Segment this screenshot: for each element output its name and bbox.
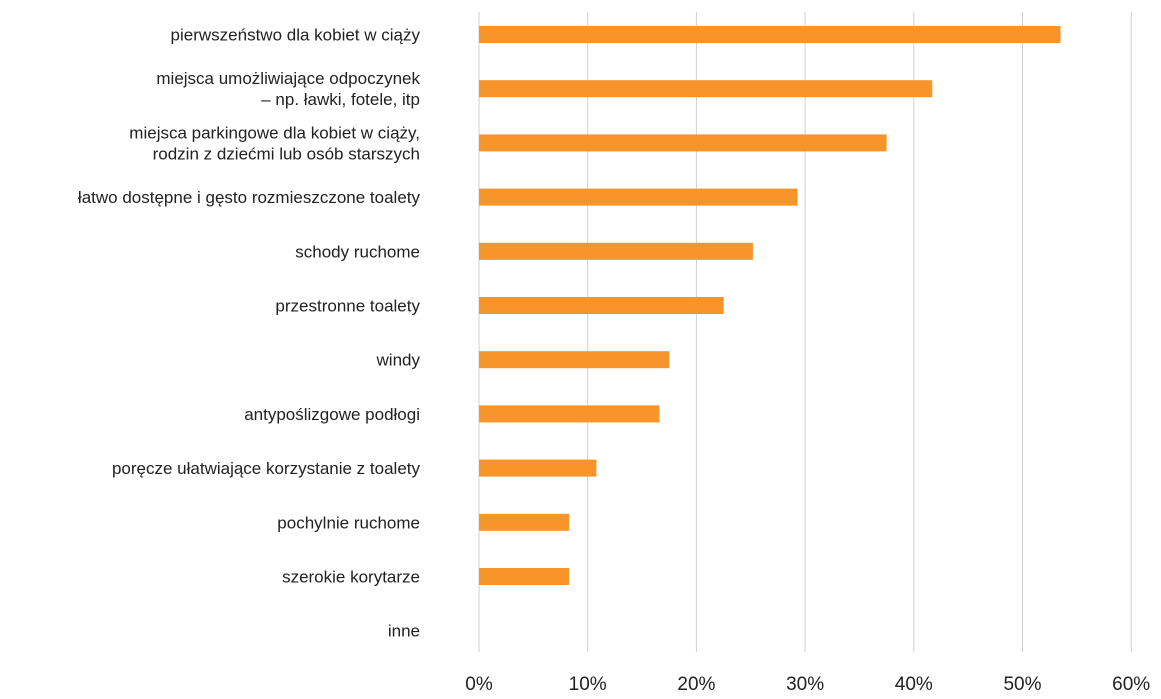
category-label: łatwo dostępne i gęsto rozmieszczone toa…	[78, 188, 421, 207]
category-label: pierwszeństwo dla kobiet w ciąży	[171, 26, 421, 45]
category-label: miejsca parkingowe dla kobiet w ciąży,	[129, 123, 420, 142]
category-label: miejsca umożliwiające odpoczynek	[156, 69, 420, 88]
gridlines	[478, 12, 1132, 652]
category-label: schody ruchome	[295, 242, 420, 261]
bar	[479, 297, 724, 314]
bar	[479, 459, 597, 477]
x-tick-label: 30%	[786, 674, 824, 695]
bar	[479, 242, 753, 260]
bar	[479, 513, 570, 531]
category-labels: pierwszeństwo dla kobiet w ciąży miejsca …	[78, 26, 421, 641]
category-label: przestronne toalety	[275, 297, 420, 316]
bar	[479, 351, 670, 369]
x-tick-label: 10%	[569, 674, 607, 695]
x-tick-label: 50%	[1003, 674, 1041, 695]
bars	[479, 26, 1061, 585]
category-label: windy	[376, 351, 421, 370]
category-label: rodzin z dziećmi lub osób starszych	[153, 144, 420, 163]
bar	[479, 26, 1061, 43]
category-label: antypoślizgowe podłogi	[244, 405, 420, 424]
category-label: inne	[388, 622, 420, 641]
category-label: szerokie korytarze	[282, 568, 420, 587]
x-axis-tick-labels: 0% 10% 20% 30% 40% 50% 60%	[465, 674, 1150, 695]
x-tick-label: 0%	[465, 674, 493, 695]
category-label: – np. ławki, fotele, itp	[261, 90, 420, 109]
bar	[479, 188, 798, 206]
category-label: pochylnie ruchome	[277, 513, 420, 532]
bar	[479, 80, 933, 98]
bar	[479, 405, 660, 423]
bar	[479, 134, 887, 152]
bar	[479, 568, 570, 585]
category-label: poręcze ułatwiające korzystanie z toalet…	[112, 459, 421, 478]
x-tick-label: 40%	[895, 674, 933, 695]
x-tick-label: 60%	[1112, 674, 1150, 695]
x-tick-label: 20%	[677, 674, 715, 695]
